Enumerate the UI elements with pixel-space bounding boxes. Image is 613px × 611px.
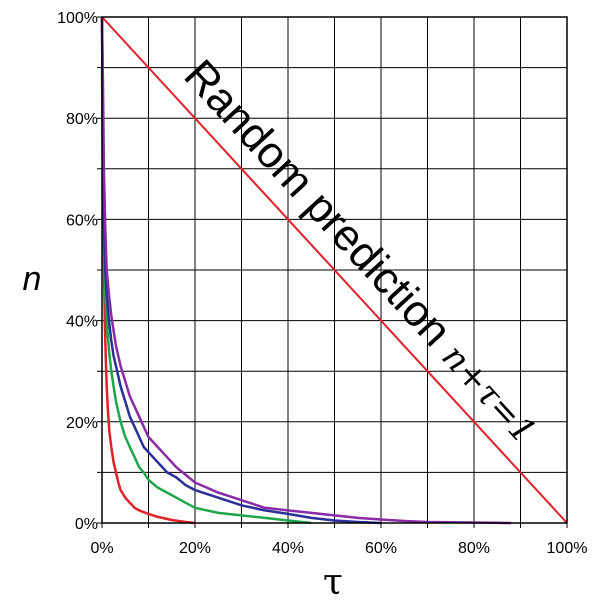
series-line-2 xyxy=(100,67,312,525)
y-tick-label: 20% xyxy=(66,415,98,432)
y-tick-label: 0% xyxy=(75,516,98,533)
y-tick-label: 100% xyxy=(57,10,98,27)
y-tick-label: 80% xyxy=(66,111,98,128)
y-tick-label: 40% xyxy=(66,314,98,331)
svg-text:Random prediction n+τ=1: Random prediction n+τ=1 xyxy=(175,51,550,453)
plot-frame xyxy=(101,16,568,524)
grid xyxy=(97,16,568,528)
series-layer xyxy=(100,16,568,525)
x-tick-label: 100% xyxy=(547,540,588,557)
x-tick-label: 80% xyxy=(458,540,490,557)
series-line-4 xyxy=(100,16,512,525)
y-axis-label: n xyxy=(23,260,42,298)
random-prediction-line xyxy=(101,16,568,524)
annotation-main-text: Random prediction xyxy=(175,51,469,365)
annotation-math-text: n+τ=1 xyxy=(434,337,544,452)
x-tick-label: 0% xyxy=(90,540,113,557)
series-line-1 xyxy=(100,16,196,525)
x-axis-label: τ xyxy=(323,562,343,603)
x-tick-label: 20% xyxy=(179,540,211,557)
x-tick-labels: 0% 20% 40% 60% 80% 100% xyxy=(90,540,587,557)
series-line-3 xyxy=(100,16,382,525)
diagonal-annotation: Random prediction n+τ=1 xyxy=(175,51,550,453)
x-tick-label: 60% xyxy=(365,540,397,557)
x-tick-label: 40% xyxy=(272,540,304,557)
y-tick-labels: 0% 20% 40% 60% 80% 100% xyxy=(57,10,98,533)
y-tick-label: 60% xyxy=(66,212,98,229)
